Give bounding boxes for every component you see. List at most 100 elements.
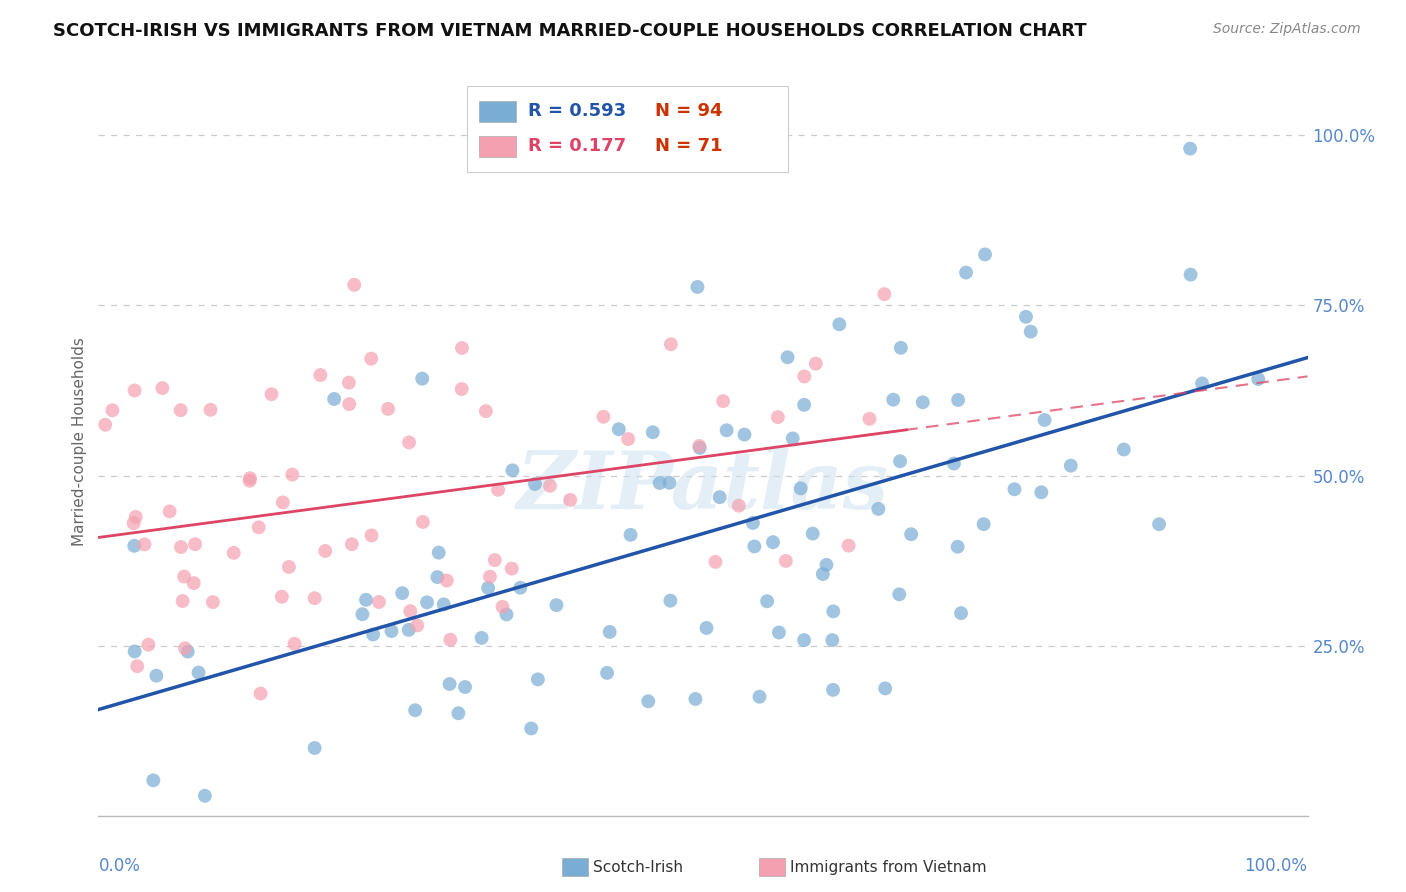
Point xyxy=(170,540,193,554)
Point xyxy=(501,561,523,575)
Point xyxy=(439,677,461,691)
Point xyxy=(793,398,815,412)
Text: SCOTCH-IRISH VS IMMIGRANTS FROM VIETNAM MARRIED-COUPLE HOUSEHOLDS CORRELATION CH: SCOTCH-IRISH VS IMMIGRANTS FROM VIETNAM … xyxy=(53,22,1087,40)
Point xyxy=(172,594,194,608)
Point xyxy=(391,586,413,600)
Point xyxy=(398,435,420,450)
Point xyxy=(560,492,582,507)
Point xyxy=(150,381,173,395)
Point xyxy=(1112,442,1135,457)
Point xyxy=(271,495,294,509)
Point xyxy=(411,371,433,385)
Point xyxy=(361,627,384,641)
Point xyxy=(501,463,523,477)
Point xyxy=(1004,482,1026,496)
Point xyxy=(174,641,197,656)
Point xyxy=(688,439,710,453)
Point xyxy=(716,423,738,437)
Point xyxy=(304,591,326,606)
Point xyxy=(436,574,458,588)
Point xyxy=(170,403,193,417)
Point xyxy=(689,441,711,455)
Point xyxy=(868,502,890,516)
FancyBboxPatch shape xyxy=(479,136,516,157)
Point xyxy=(748,690,770,704)
Point xyxy=(194,789,217,803)
Point xyxy=(323,392,346,406)
Point xyxy=(134,537,156,551)
Point xyxy=(955,266,977,280)
Point xyxy=(309,368,332,382)
Point xyxy=(177,644,200,658)
Point xyxy=(1031,485,1053,500)
Point xyxy=(727,499,749,513)
Point xyxy=(659,593,682,607)
Point xyxy=(447,706,470,721)
Point xyxy=(789,482,811,496)
Point xyxy=(599,624,621,639)
Point xyxy=(124,644,146,658)
Point xyxy=(685,692,707,706)
Point xyxy=(823,604,845,618)
Point xyxy=(416,595,439,609)
Text: 0.0%: 0.0% xyxy=(98,857,141,875)
Point xyxy=(433,598,456,612)
Point xyxy=(1147,517,1170,532)
Point xyxy=(173,569,195,583)
Point xyxy=(756,594,779,608)
Point xyxy=(782,432,804,446)
Point xyxy=(451,341,474,355)
Point xyxy=(762,535,785,549)
Y-axis label: Married-couple Households: Married-couple Households xyxy=(72,337,87,546)
Point xyxy=(249,687,271,701)
Point xyxy=(377,401,399,416)
Point xyxy=(509,581,531,595)
Point xyxy=(491,599,513,614)
Point xyxy=(439,632,461,647)
Point xyxy=(801,526,824,541)
Point xyxy=(314,544,336,558)
Point xyxy=(744,540,766,554)
Point xyxy=(766,410,789,425)
Point xyxy=(873,287,896,301)
Point xyxy=(354,592,377,607)
Point xyxy=(101,403,124,417)
Point xyxy=(1060,458,1083,473)
Text: ZIPatlas: ZIPatlas xyxy=(517,448,889,525)
Point xyxy=(124,384,146,398)
Point xyxy=(406,618,429,632)
Point xyxy=(793,369,815,384)
Point xyxy=(187,665,209,680)
Point xyxy=(201,595,224,609)
Point xyxy=(776,351,799,365)
Point xyxy=(695,621,717,635)
Point xyxy=(838,539,860,553)
Point xyxy=(159,504,181,518)
Point xyxy=(471,631,494,645)
Point xyxy=(523,477,546,491)
Point xyxy=(1178,142,1201,156)
Point xyxy=(858,411,880,425)
Point xyxy=(239,474,262,488)
Point xyxy=(337,376,360,390)
Point xyxy=(270,590,292,604)
Point xyxy=(360,351,382,366)
Point xyxy=(520,722,543,736)
Text: 100.0%: 100.0% xyxy=(1244,857,1308,875)
Point xyxy=(811,567,834,582)
Point xyxy=(973,517,995,532)
Point xyxy=(617,432,640,446)
Point xyxy=(641,425,664,440)
Point xyxy=(768,625,790,640)
Point xyxy=(821,633,844,648)
Point xyxy=(648,475,671,490)
Point xyxy=(122,516,145,530)
FancyBboxPatch shape xyxy=(467,86,787,172)
Point xyxy=(775,554,797,568)
Point xyxy=(368,595,391,609)
Point xyxy=(815,558,838,572)
Point xyxy=(793,633,815,648)
Point xyxy=(1247,372,1270,386)
Point xyxy=(222,546,245,560)
Point xyxy=(686,280,709,294)
